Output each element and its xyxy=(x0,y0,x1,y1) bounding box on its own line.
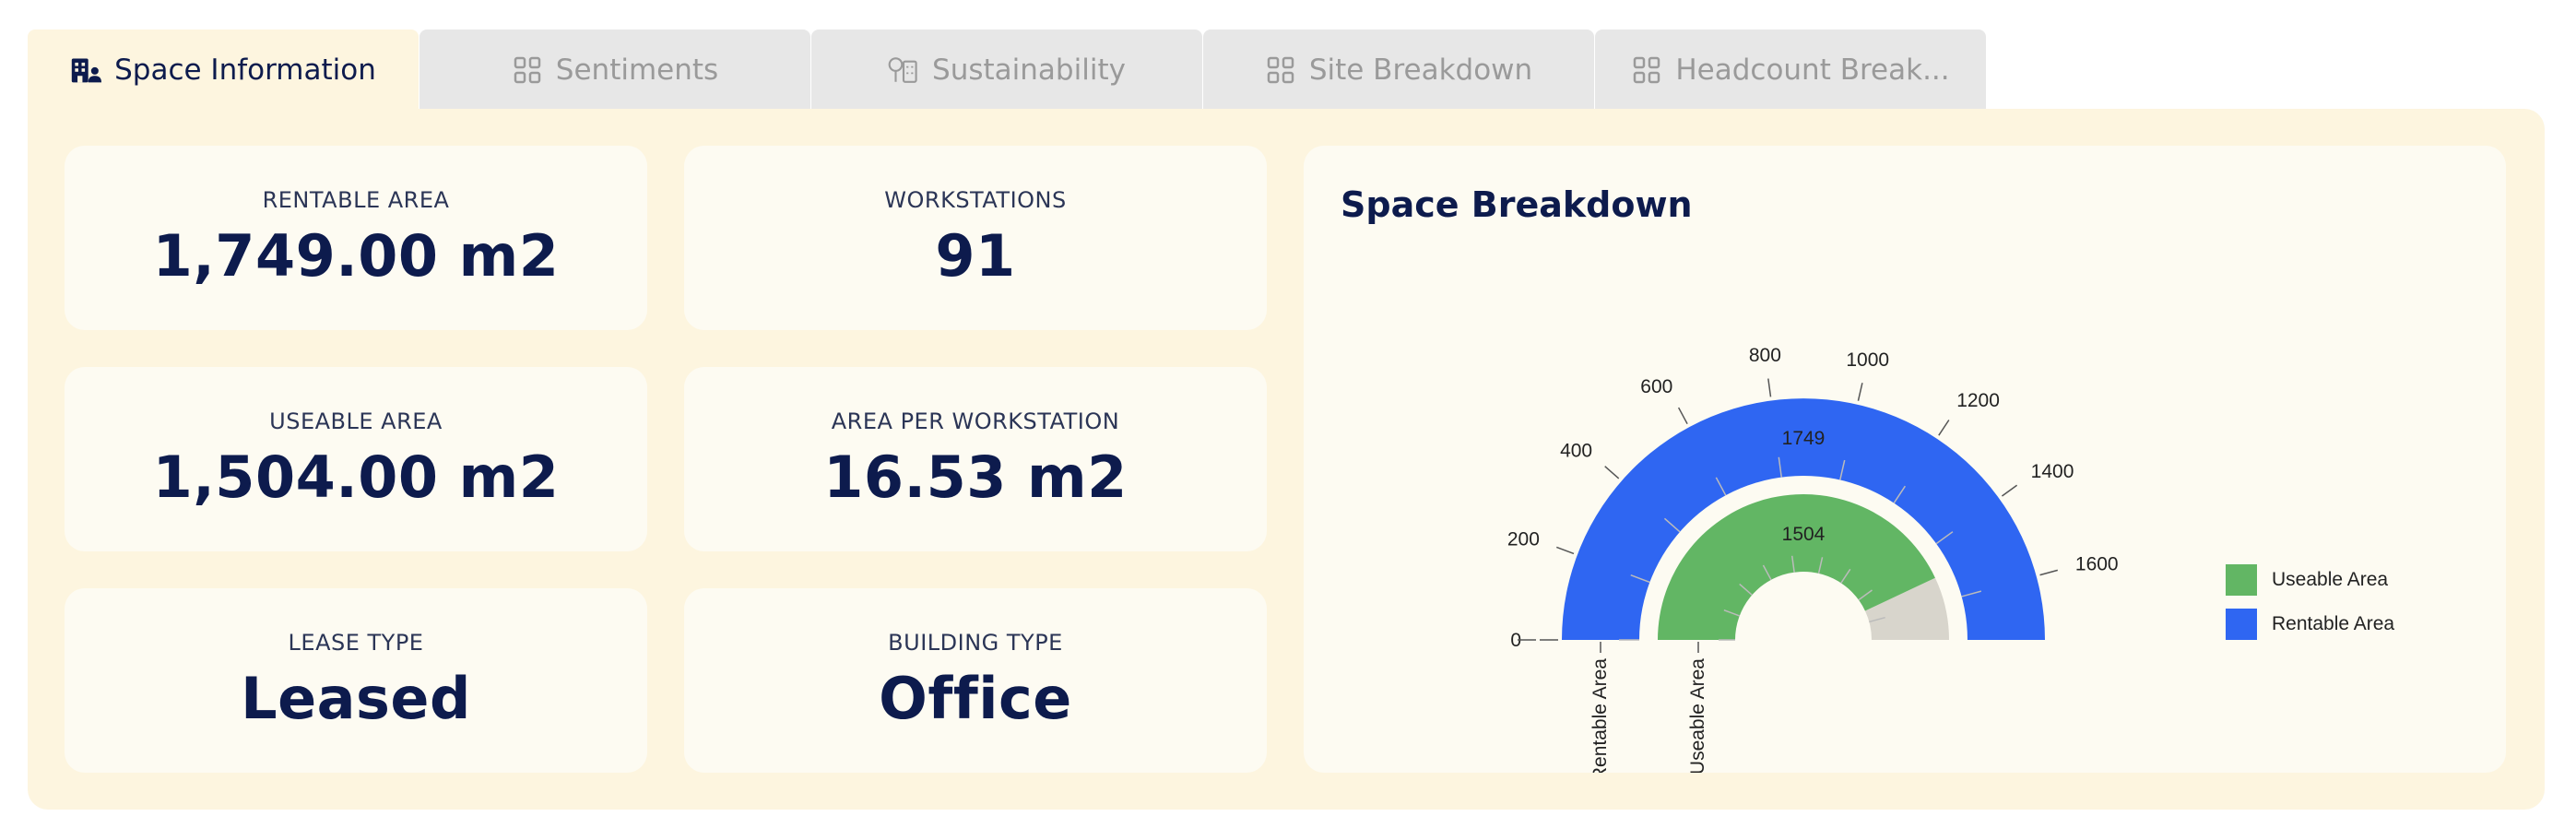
axis-tick-label: 200 xyxy=(1507,528,1540,550)
area-per-workstation-card: AREA PER WORKSTATION 16.53 m2 xyxy=(684,367,1267,551)
axis-tick xyxy=(1555,546,1575,555)
useable-category-label: Useable Area xyxy=(1687,658,1708,773)
tab-sentiments[interactable]: Sentiments xyxy=(419,30,810,111)
tab-label: Sentiments xyxy=(555,53,719,87)
useable-area-card: USEABLE AREA 1,504.00 m2 xyxy=(65,367,647,551)
kpi-value: 1,504.00 m2 xyxy=(152,443,560,511)
axis-tick-label: 1600 xyxy=(2075,553,2119,574)
kpi-value: Office xyxy=(879,664,1072,732)
tab-label: Site Breakdown xyxy=(1308,53,1533,87)
legend-label: Useable Area xyxy=(2272,569,2389,590)
useable-remainder-track xyxy=(1864,577,1949,640)
grid-icon xyxy=(512,54,543,86)
inner-grid-tick xyxy=(1840,568,1851,584)
workstations-card: WORKSTATIONS 91 xyxy=(684,146,1267,330)
kpi-label: BUILDING TYPE xyxy=(888,629,1063,656)
axis-tick-label: 600 xyxy=(1640,376,1672,397)
tab-site-breakdown[interactable]: Site Breakdown xyxy=(1203,30,1594,111)
space-breakdown-chart-card: Space Breakdown 0 200 400 600 800 1000 1200 140… xyxy=(1304,146,2506,773)
chart-title: Space Breakdown xyxy=(1341,184,1693,225)
kpi-value: 1,749.00 m2 xyxy=(152,221,560,290)
axis-tick xyxy=(1857,383,1863,401)
tab-sustainability[interactable]: Sustainability xyxy=(811,30,1202,111)
inner-grid-tick xyxy=(1790,555,1795,573)
ring-grid-tick xyxy=(1715,477,1727,496)
kpi-label: LEASE TYPE xyxy=(288,629,424,656)
axis-tick xyxy=(2039,569,2059,576)
building-type-card: BUILDING TYPE Office xyxy=(684,588,1267,773)
axis-tick xyxy=(2001,484,2018,497)
axis-tick xyxy=(1677,407,1688,425)
kpi-label: WORKSTATIONS xyxy=(884,186,1067,213)
legend-item-rentable-area[interactable]: Rentable Area xyxy=(2226,609,2394,640)
grid-icon xyxy=(1631,54,1662,86)
axis-tick xyxy=(1604,466,1620,479)
inner-grid-tick xyxy=(1869,616,1885,623)
useable-value-label: 1504 xyxy=(1782,524,1826,545)
legend-label: Rentable Area xyxy=(2272,613,2395,634)
kpi-label: AREA PER WORKSTATION xyxy=(831,408,1120,434)
legend-swatch-useable xyxy=(2226,564,2257,596)
space-breakdown-chart: 0 200 400 600 800 1000 1200 1400 1600 1749 1504 Ren… xyxy=(1507,345,2119,773)
kpi-value: Leased xyxy=(241,664,471,732)
inner-grid-tick xyxy=(1817,557,1824,574)
axis-tick xyxy=(1938,420,1950,436)
inner-grid-tick xyxy=(1723,609,1740,617)
ring-grid-tick xyxy=(1663,517,1681,533)
axis-tick-label: 1200 xyxy=(1956,390,2000,411)
tab-headcount-breakdown[interactable]: Headcount Break... xyxy=(1595,30,1986,111)
ring-grid-tick xyxy=(1839,459,1846,480)
tree-building-icon xyxy=(888,54,919,86)
useable-bar[interactable] xyxy=(1658,494,1935,640)
inner-grid-tick xyxy=(1739,583,1753,596)
rentable-bar[interactable] xyxy=(1562,398,2045,640)
tab-label: Sustainability xyxy=(932,53,1126,87)
tab-bar: Space Information Sentiments Sustainabil… xyxy=(28,30,1987,111)
axis-tick-label: 800 xyxy=(1749,345,1781,366)
ring-grid-tick xyxy=(1630,574,1650,584)
axis-tick-label: 0 xyxy=(1510,630,1521,651)
axis-tick-label: 1400 xyxy=(2031,461,2074,482)
tab-label: Space Information xyxy=(114,53,376,87)
kpi-value: 91 xyxy=(935,221,1016,290)
ring-grid-tick xyxy=(1778,456,1782,478)
ring-grid-tick xyxy=(1961,590,1982,597)
legend-item-useable-area[interactable]: Useable Area xyxy=(2226,564,2394,596)
kpi-label: RENTABLE AREA xyxy=(262,186,450,213)
rentable-category-label: Rentable Area xyxy=(1589,658,1611,773)
inner-grid-tick xyxy=(1858,589,1873,601)
rentable-area-card: RENTABLE AREA 1,749.00 m2 xyxy=(65,146,647,330)
tab-label: Headcount Break... xyxy=(1675,53,1950,87)
ring-grid-tick xyxy=(1893,485,1907,503)
tab-space-information[interactable]: Space Information xyxy=(28,30,419,111)
kpi-value: 16.53 m2 xyxy=(823,443,1128,511)
legend-swatch-rentable xyxy=(2226,609,2257,640)
axis-tick xyxy=(1767,378,1772,397)
chart-legend: Useable Area Rentable Area xyxy=(2226,564,2394,653)
space-information-panel: RENTABLE AREA 1,749.00 m2 WORKSTATIONS 9… xyxy=(28,109,2545,810)
ring-grid-tick xyxy=(1935,531,1954,545)
lease-type-card: LEASE TYPE Leased xyxy=(65,588,647,773)
building-people-icon xyxy=(70,54,102,86)
rentable-value-label: 1749 xyxy=(1782,428,1826,449)
kpi-label: USEABLE AREA xyxy=(269,408,443,434)
axis-tick-label: 400 xyxy=(1560,441,1592,462)
axis-tick-label: 1000 xyxy=(1846,349,1889,371)
inner-grid-tick xyxy=(1762,564,1772,581)
grid-icon xyxy=(1265,54,1296,86)
